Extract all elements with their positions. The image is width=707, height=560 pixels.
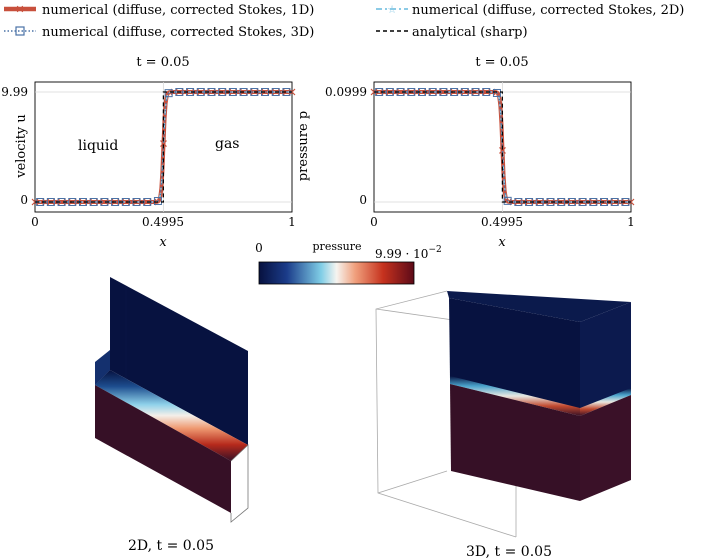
legend-entry-2d: ☆ numerical (diffuse, corrected Stokes, …	[376, 3, 684, 18]
view2d-outline	[230, 444, 249, 523]
series-analytical-line	[374, 91, 631, 203]
series-1d-marker	[499, 147, 506, 154]
legend-marker-square	[15, 26, 25, 36]
velocity-plot-area	[31, 82, 296, 212]
colorbar-bar	[258, 261, 415, 285]
colorbar: 0 pressure 9.99 · 10−2	[255, 240, 442, 285]
view3d-front-top	[449, 298, 580, 412]
colorbar-max-exponent: −2	[428, 245, 441, 255]
series-1d-marker	[160, 140, 167, 147]
view3d-interface-side	[580, 388, 631, 416]
series-analytical-line	[35, 91, 292, 203]
series-3d-marker	[535, 198, 544, 206]
pressure-ytick-max: 0.0999	[325, 85, 367, 99]
legend-label-2d: numerical (diffuse, corrected Stokes, 2D…	[412, 3, 684, 18]
series-3d-marker	[271, 88, 280, 96]
series-3d-marker	[46, 198, 55, 206]
view3d-side-bottom	[580, 395, 631, 501]
series-3d-marker	[428, 88, 437, 96]
series-3d-marker	[610, 198, 619, 206]
colorbar-min-label: 0	[255, 241, 263, 255]
series-3d-marker	[111, 198, 120, 206]
velocity-ytick-0: 0	[20, 193, 28, 207]
series-3d-marker	[164, 89, 173, 98]
view3d-top-face	[447, 291, 631, 322]
view-2d: 2D, t = 0.05	[95, 277, 249, 554]
colorbar-max-mantissa: 9.99 · 10	[375, 247, 428, 261]
velocity-xlabel: x	[159, 235, 167, 250]
legend-label-analytical: analytical (sharp)	[412, 25, 528, 40]
pressure-ylabel: pressure p	[296, 111, 311, 181]
colorbar-max-label: 9.99 · 10−2	[375, 245, 442, 261]
pressure-xlabel: x	[498, 235, 506, 250]
view3d-front-bottom	[450, 384, 580, 501]
velocity-ylabel: velocity u	[14, 114, 29, 179]
series-3d-marker	[407, 88, 416, 96]
legend-label-3d: numerical (diffuse, corrected Stokes, 3D…	[42, 25, 314, 40]
legend: ✕ numerical (diffuse, corrected Stokes, …	[4, 3, 684, 40]
pressure-xtick-0: 0	[370, 215, 378, 229]
series-3d-marker	[492, 88, 501, 97]
view2d-bottom-region	[95, 385, 231, 513]
legend-label-1d: numerical (diffuse, corrected Stokes, 1D…	[42, 3, 314, 18]
series-3d-marker	[175, 88, 184, 97]
view3d-caption: 3D, t = 0.05	[466, 544, 552, 560]
velocity-ytick-max: 9.99	[1, 85, 28, 99]
series-3d-marker	[385, 88, 394, 96]
series-3d-marker	[89, 198, 98, 206]
view2d-interface-band	[95, 370, 248, 461]
velocity-xtick-interface: 0.4995	[142, 215, 184, 229]
velocity-annotation-liquid: liquid	[78, 138, 118, 154]
series-3d-marker	[68, 198, 77, 206]
velocity-chart: t = 0.05 liquid gas 0 0.4995 1 x 9.99 0 …	[1, 55, 296, 250]
series-3d-marker	[218, 88, 227, 96]
pressure-xtick-interface: 0.4995	[481, 215, 523, 229]
series-3d-marker	[450, 88, 459, 96]
series-3d-marker	[503, 196, 512, 205]
view2d-caption: 2D, t = 0.05	[128, 538, 214, 554]
view3d-interface-front	[450, 376, 580, 416]
pressure-chart: t = 0.05 0 0.4995 1 x 0.0999 0 pressure …	[296, 55, 635, 250]
pressure-chart-title: t = 0.05	[475, 55, 528, 70]
legend-marker-star: ☆	[387, 3, 397, 16]
velocity-annotation-gas: gas	[215, 136, 240, 152]
view3d-side-top	[580, 302, 631, 412]
series-3d-marker	[557, 198, 566, 206]
velocity-xtick-0: 0	[31, 215, 39, 229]
legend-entry-1d: ✕ numerical (diffuse, corrected Stokes, …	[4, 3, 314, 18]
velocity-xtick-1: 1	[288, 215, 296, 229]
pressure-plot-area	[370, 82, 635, 212]
pressure-xtick-1: 1	[627, 215, 635, 229]
legend-entry-3d: numerical (diffuse, corrected Stokes, 3D…	[4, 25, 314, 40]
velocity-chart-title: t = 0.05	[136, 55, 189, 70]
series-3d-marker	[153, 197, 162, 206]
legend-entry-analytical: analytical (sharp)	[376, 25, 528, 40]
series-3d-marker	[514, 197, 523, 206]
view-3d: 3D, t = 0.05	[375, 290, 631, 560]
colorbar-title: pressure	[313, 240, 362, 253]
series-3d-marker	[196, 88, 205, 96]
view2d-top-region	[110, 277, 248, 445]
pressure-ytick-0: 0	[359, 193, 367, 207]
legend-marker-x: ✕	[15, 3, 24, 16]
